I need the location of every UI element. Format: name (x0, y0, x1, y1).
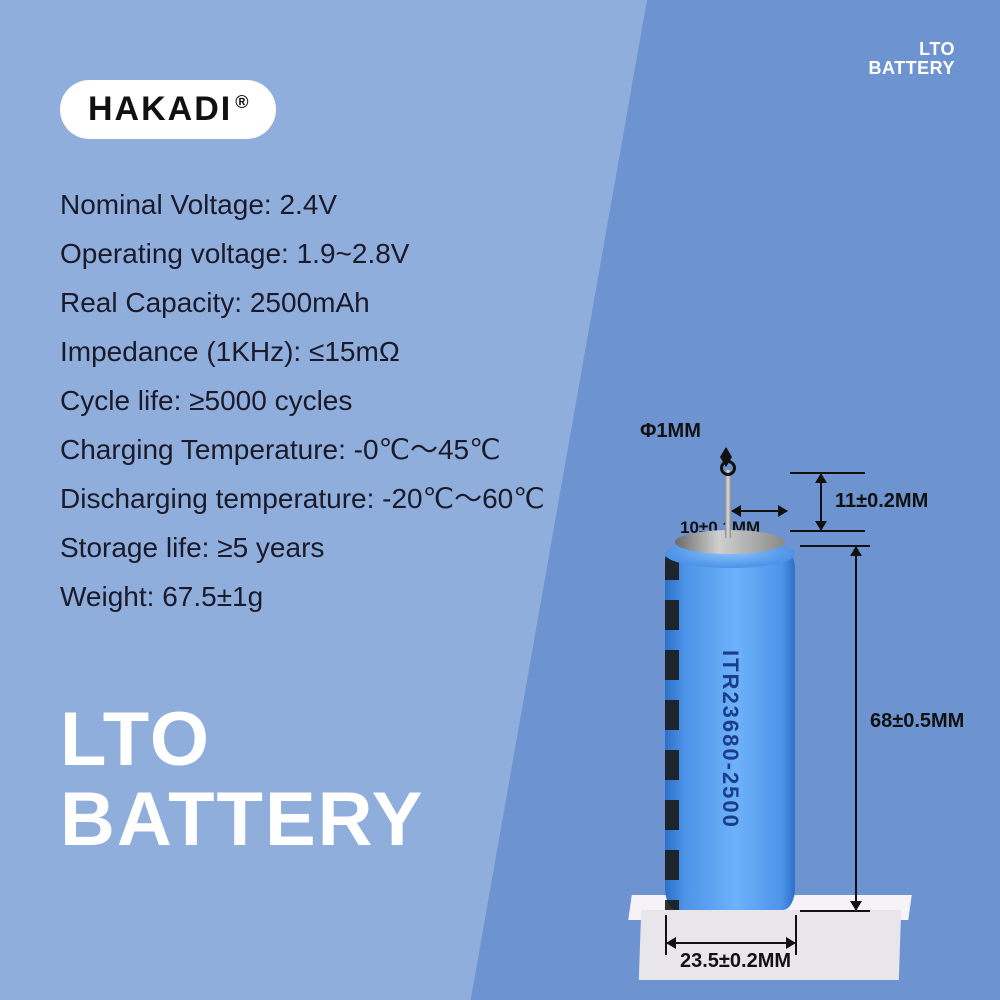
top-label-line2: BATTERY (869, 59, 956, 78)
dim-tick (790, 530, 865, 532)
dim-arrow (667, 942, 795, 944)
main-title: LTO BATTERY (60, 700, 424, 860)
dim-arrow (820, 474, 822, 530)
dim-pin-height: 11±0.2MM (835, 490, 928, 513)
dim-arrow (732, 510, 787, 512)
battery-stripe (665, 550, 679, 910)
dim-pin-diameter: Φ1MM (640, 420, 701, 443)
spec-item: Weight: 67.5±1g (60, 572, 545, 621)
spec-item: Storage life: ≥5 years (60, 523, 545, 572)
dim-tick (795, 915, 797, 955)
battery-diagram: ITR23680-2500 (665, 530, 795, 910)
spec-list: Nominal Voltage: 2.4V Operating voltage:… (60, 180, 545, 621)
dim-arrow (855, 547, 857, 910)
dim-body-height: 68±0.5MM (870, 710, 964, 733)
spec-item: Discharging temperature: -20℃～60℃ (60, 474, 545, 523)
top-label-line1: LTO (869, 40, 956, 59)
battery-pin (725, 470, 731, 538)
dim-body-diameter: 23.5±0.2MM (680, 950, 791, 973)
spec-item: Charging Temperature: -0℃～45℃ (60, 425, 545, 474)
brand-name: HAKADI (88, 90, 232, 129)
top-right-label: LTO BATTERY (869, 40, 956, 78)
brand-pill: HAKADI ® (60, 80, 276, 139)
dim-tick (665, 915, 667, 955)
spec-item: Operating voltage: 1.9~2.8V (60, 229, 545, 278)
registered-mark: ® (235, 92, 248, 113)
title-line1: LTO (60, 700, 424, 780)
spec-item: Nominal Voltage: 2.4V (60, 180, 545, 229)
battery-pin-hole (720, 460, 736, 476)
dim-tick (790, 472, 865, 474)
title-line2: BATTERY (60, 780, 424, 860)
battery-model-label: ITR23680-2500 (717, 650, 743, 829)
spec-item: Impedance (1KHz): ≤15mΩ (60, 327, 545, 376)
spec-item: Cycle life: ≥5000 cycles (60, 376, 545, 425)
spec-item: Real Capacity: 2500mAh (60, 278, 545, 327)
